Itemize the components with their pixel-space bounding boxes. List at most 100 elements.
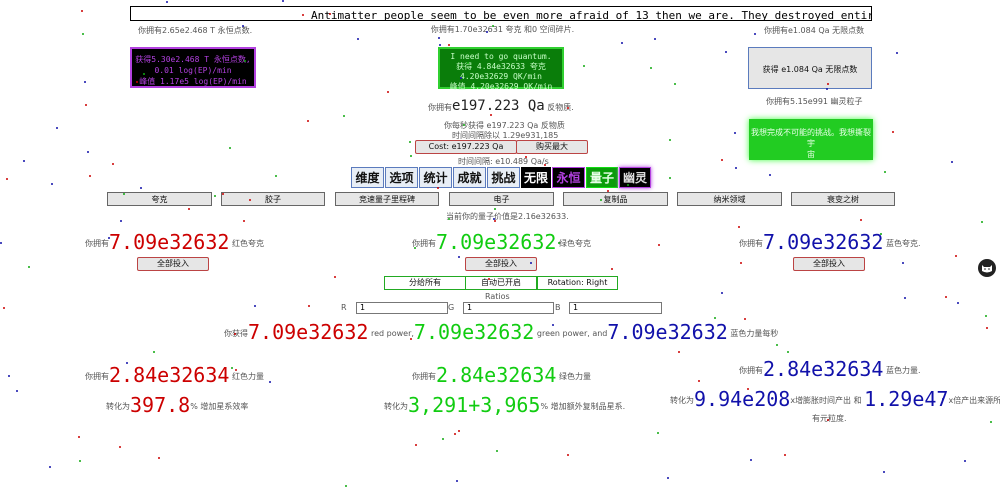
particle-dot <box>621 42 623 44</box>
particle-dot <box>567 107 569 109</box>
quantum-button-line: 获得 4.84e32633 夸克 <box>456 62 546 71</box>
particle-dot <box>902 262 904 264</box>
tab-ghostify[interactable]: 幽灵 <box>619 167 651 188</box>
particle-dot <box>345 485 347 487</box>
cat-icon[interactable] <box>978 259 996 277</box>
rotation-button[interactable]: Rotation: Right <box>537 276 618 290</box>
quantum-button[interactable]: I need to go quantum. 获得 4.84e32633 夸克 4… <box>438 47 564 91</box>
particle-dot <box>880 233 882 235</box>
particle-dot <box>410 155 412 157</box>
particle-dot <box>754 33 756 35</box>
particle-dot <box>23 160 25 162</box>
ratios-label: Ratios <box>485 292 510 301</box>
tab-eternity[interactable]: 永恒 <box>552 167 585 188</box>
particle-dot <box>896 52 898 54</box>
big-crunch-button[interactable]: 获得 e1.084 Qa 无限点数 <box>748 47 872 89</box>
particle-dot <box>951 161 953 163</box>
tab-dimensions[interactable]: 维度 <box>351 167 384 188</box>
news-ticker-text: Antimatter people seem to be even more a… <box>311 9 871 21</box>
particle-dot <box>654 38 656 40</box>
blue-power: 你拥有2.84e32634 蓝色力量. <box>739 357 921 381</box>
particle-dot <box>957 302 959 304</box>
eternity-button[interactable]: 获得5.30e2.468 T 永恒点数, 0.01 log(EP)/min 峰值… <box>130 47 256 88</box>
particle-dot <box>244 60 246 62</box>
red-power-suffix: red power, <box>370 329 414 338</box>
particle-dot <box>698 380 700 382</box>
particle-dot <box>3 307 5 309</box>
red-power-prefix: 你拥有 <box>85 372 109 381</box>
particle-dot <box>964 460 966 462</box>
particle-dot <box>414 247 416 249</box>
subtab-speedrun-milestones[interactable]: 竞速量子里程碑 <box>335 192 439 206</box>
particle-dot <box>329 13 331 15</box>
blue-effect-prefix: 转化为 <box>670 396 694 405</box>
quarks-text: 你拥有1.70e32631 夸克 和0 空间碎片. <box>430 25 575 34</box>
auto-toggle-button[interactable]: 自动已开启 <box>465 276 537 290</box>
blue-effect-value: 9.94e208 <box>694 387 791 411</box>
invest-blue-button[interactable]: 全部投入 <box>793 257 865 271</box>
antimatter-suffix: 反物质. <box>547 103 574 112</box>
particle-dot <box>530 262 532 264</box>
tickspeed-cost-button[interactable]: Cost: e197.223 Qa <box>415 140 517 154</box>
particle-dot <box>750 459 752 461</box>
particle-dot <box>243 220 245 222</box>
particle-dot <box>458 256 460 258</box>
buy-max-button[interactable]: 购买最大 <box>516 140 588 154</box>
particle-dot <box>254 305 256 307</box>
particle-dot <box>108 237 110 239</box>
blue-effect-suffix2: 有元粒度. <box>812 414 847 423</box>
tab-infinity[interactable]: 无限 <box>521 167 551 188</box>
particle-dot <box>275 175 277 177</box>
red-ratio-input[interactable]: 1 <box>356 302 448 314</box>
quantum-button-line: 4.20e32629 QK/min <box>460 72 542 81</box>
blue-ratio-input[interactable]: 1 <box>569 302 662 314</box>
blue-power-suffix: 蓝色力量每秒 <box>730 329 779 338</box>
tab-options[interactable]: 选项 <box>385 167 418 188</box>
particle-dot <box>678 351 680 353</box>
particle-dot <box>81 10 83 12</box>
particle-dot <box>143 73 145 75</box>
subtab-gluons[interactable]: 胶子 <box>221 192 325 206</box>
particle-dot <box>234 333 236 335</box>
ghostify-button[interactable]: 我想完成不可能的挑战。我想撕裂宇 宙 <box>749 119 873 160</box>
particle-dot <box>0 242 2 244</box>
invest-red-button[interactable]: 全部投入 <box>137 257 209 271</box>
tab-achievements[interactable]: 成就 <box>453 167 486 188</box>
subtab-replicants[interactable]: 复制品 <box>563 192 668 206</box>
tab-quantum[interactable]: 量子 <box>586 167 618 188</box>
subtab-electrons[interactable]: 电子 <box>449 192 554 206</box>
subtab-quarks[interactable]: 夸克 <box>107 192 212 206</box>
green-quarks-prefix: 你拥有 <box>412 239 436 248</box>
tab-statistics[interactable]: 统计 <box>419 167 452 188</box>
particle-dot <box>308 305 310 307</box>
particle-dot <box>567 454 569 456</box>
particle-dot <box>669 177 671 179</box>
particle-dot <box>787 351 789 353</box>
particle-dot <box>460 77 462 79</box>
red-effect-suffix: % 增加星系效率 <box>190 402 249 411</box>
particle-dot <box>136 81 138 83</box>
particle-dot <box>231 367 233 369</box>
particle-dot <box>721 159 723 161</box>
power-gain: 你获得7.09e32632 red power,7.09e32632 green… <box>224 320 778 344</box>
green-power-value: 2.84e32634 <box>436 363 557 387</box>
particle-dot <box>558 242 560 244</box>
particle-dot <box>458 430 460 432</box>
distribute-all-button[interactable]: 分给所有 <box>384 276 466 290</box>
subtab-tree-of-decay[interactable]: 衰变之树 <box>791 192 895 206</box>
blue-power-gain: 7.09e32632 <box>607 320 728 344</box>
particle-dot <box>269 381 271 383</box>
subtab-nanofield[interactable]: 纳米领域 <box>677 192 782 206</box>
particle-dot <box>669 139 671 141</box>
particle-dot <box>492 25 494 27</box>
ghostify-button-line: 宙 <box>807 150 815 159</box>
particle-dot <box>448 44 450 46</box>
tab-challenges[interactable]: 挑战 <box>487 167 520 188</box>
particle-dot <box>82 33 84 35</box>
particle-dot <box>658 244 660 246</box>
red-quarks-suffix: 红色夸克 <box>231 239 264 248</box>
invest-green-button[interactable]: 全部投入 <box>465 257 537 271</box>
particle-dot <box>410 338 412 340</box>
green-ratio-input[interactable]: 1 <box>463 302 554 314</box>
blue-power-value: 2.84e32634 <box>763 357 884 381</box>
